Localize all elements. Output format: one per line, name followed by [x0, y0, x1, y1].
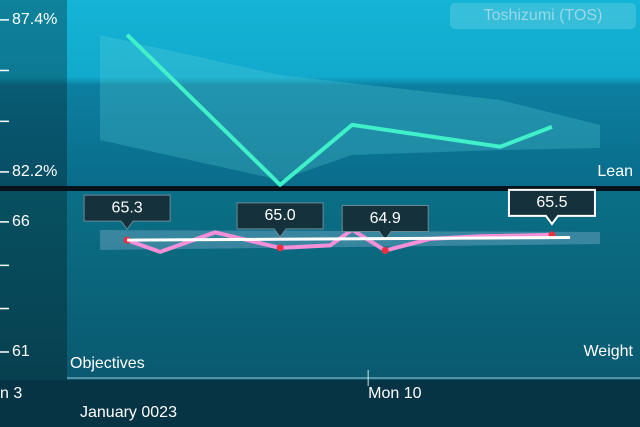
value-label: 65.0: [265, 207, 296, 224]
value-label: 65.3: [112, 199, 143, 216]
callout: [236, 202, 324, 238]
data-point: [381, 247, 389, 255]
value-label: 65.5: [536, 194, 567, 211]
value-label: 64.9: [370, 210, 401, 227]
callout: [507, 188, 596, 226]
series-line: [125, 33, 553, 187]
y-tick-label: 82.2%: [12, 163, 57, 180]
y-tick-label: 87.4%: [12, 11, 57, 28]
y-tick-label: 66: [12, 213, 30, 230]
app-title: Toshizumi (TOS): [484, 7, 603, 24]
month-label: January 0023: [80, 404, 177, 421]
data-point: [276, 244, 284, 252]
callout: [83, 194, 171, 230]
x-tick-label: Mon 10: [368, 385, 421, 402]
bottom-bar: [0, 380, 640, 427]
series-line: [127, 236, 571, 242]
y-tick-label: 61: [12, 343, 30, 360]
callout: [341, 205, 429, 241]
title-pill: [450, 3, 636, 29]
x-tick-label: n 3: [0, 385, 22, 402]
y-axis-label: Weight: [583, 343, 633, 360]
y-axis-label: Lean: [597, 163, 633, 180]
divider: [0, 186, 640, 191]
objectives-label: Objectives: [70, 355, 145, 372]
